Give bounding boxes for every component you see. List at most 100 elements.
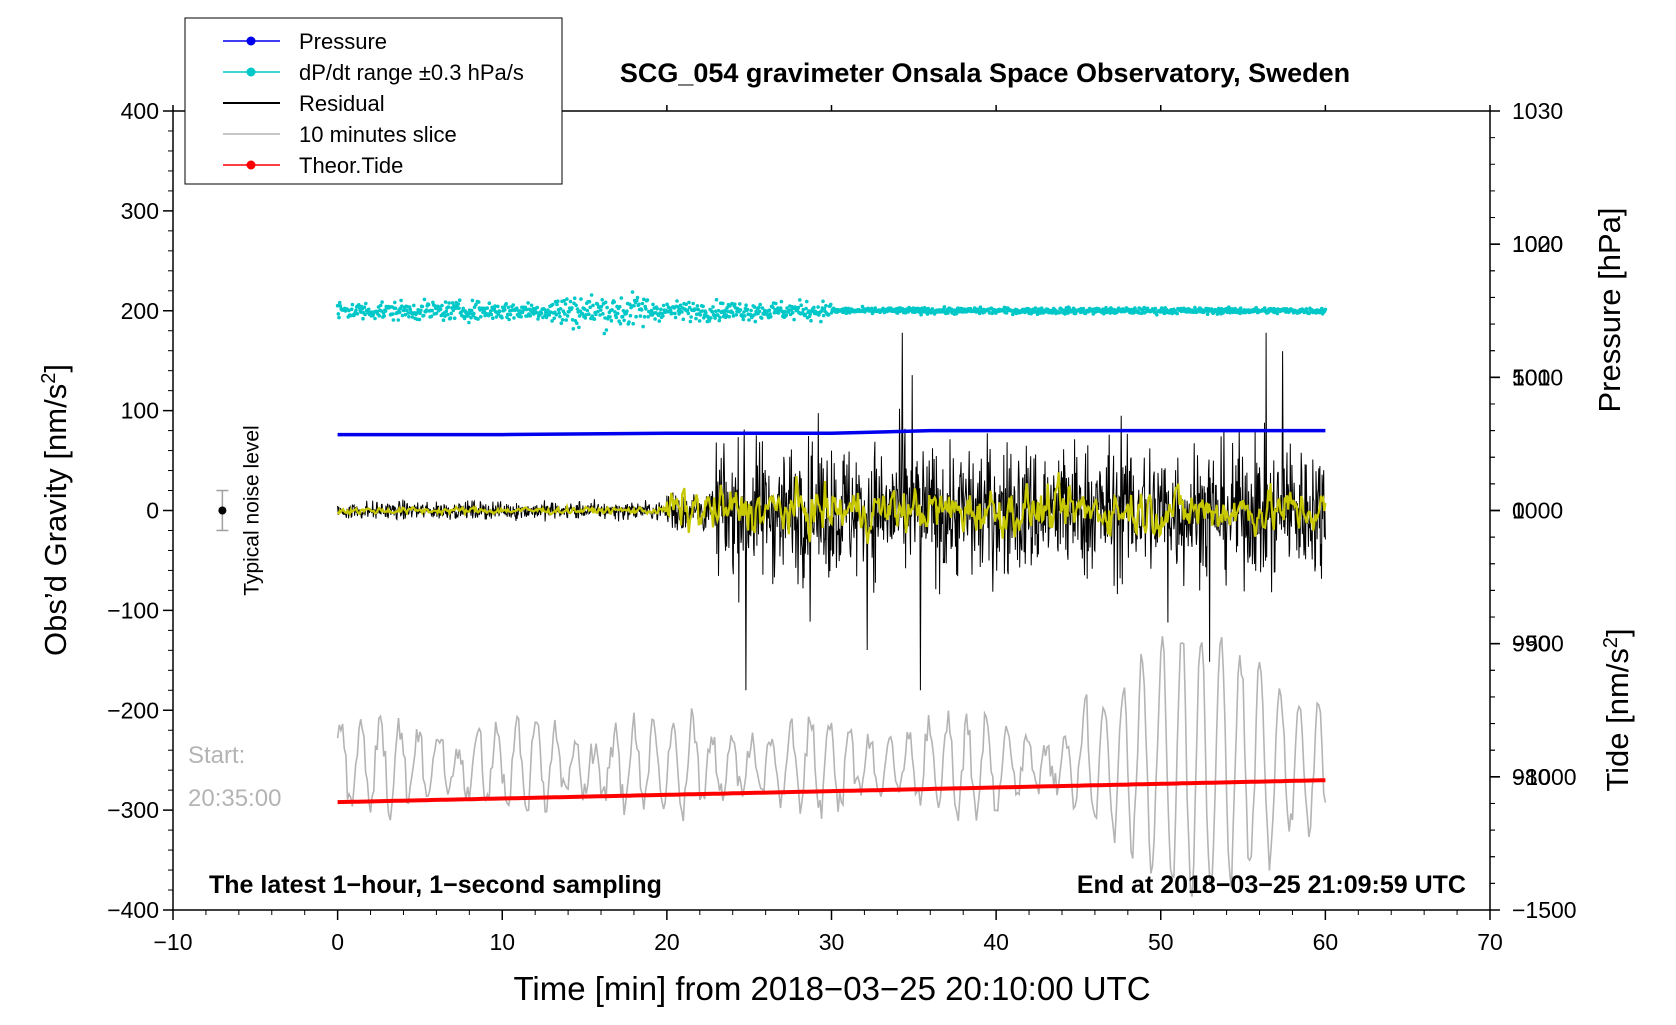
- dpdt-point: [717, 318, 722, 323]
- dpdt-point: [347, 308, 351, 313]
- dpdt-point: [585, 308, 590, 313]
- dpdt-point: [697, 319, 702, 323]
- dpdt-point: [757, 305, 761, 310]
- dpdt-point: [479, 315, 483, 319]
- dpdt-point: [391, 318, 396, 322]
- dpdt-point: [774, 301, 778, 306]
- dpdt-point: [799, 303, 803, 308]
- dpdt-point: [336, 312, 341, 316]
- dpdt-point: [631, 321, 635, 326]
- dpdt-point: [603, 300, 608, 305]
- dpdt-point: [393, 306, 398, 311]
- dpdt-point: [403, 312, 408, 317]
- dpdt-point: [638, 314, 643, 318]
- dpdt-point: [568, 299, 573, 304]
- y-left-tick-label: −400: [107, 897, 159, 923]
- legend-label: Residual: [299, 91, 385, 116]
- dpdt-point: [733, 302, 737, 307]
- dpdt-point: [819, 309, 824, 313]
- y-pressure-tick-label: 980: [1512, 764, 1550, 790]
- dpdt-point: [565, 297, 569, 301]
- dpdt-point: [803, 312, 808, 317]
- dpdt-point: [641, 324, 645, 329]
- dpdt-point: [580, 311, 585, 316]
- dpdt-point: [710, 309, 715, 314]
- dpdt-point: [919, 312, 923, 317]
- dpdt-point: [556, 299, 560, 304]
- pressure-series-line: [337, 428, 1326, 437]
- dpdt-point: [752, 313, 756, 317]
- dpdt-point: [796, 305, 801, 310]
- dpdt-point: [691, 301, 695, 306]
- dpdt-point: [361, 316, 365, 321]
- dpdt-point: [500, 315, 504, 320]
- dpdt-point: [721, 301, 725, 306]
- dpdt-point: [731, 314, 736, 318]
- dpdt-point: [642, 297, 646, 302]
- dpdt-point: [603, 316, 607, 320]
- dpdt-point: [472, 311, 476, 316]
- x-tick-label: 20: [654, 929, 680, 955]
- dpdt-point: [563, 312, 567, 316]
- dpdt-point: [583, 316, 588, 320]
- dpdt-point: [745, 307, 750, 312]
- dpdt-point: [635, 298, 639, 303]
- dpdt-point: [661, 303, 666, 308]
- dpdt-point: [362, 305, 367, 310]
- dpdt-point: [555, 302, 559, 307]
- dpdt-point: [448, 316, 453, 320]
- dpdt-point: [685, 308, 690, 313]
- dpdt-point: [440, 303, 444, 308]
- dpdt-point: [596, 309, 600, 314]
- dpdt-point: [819, 319, 823, 324]
- dpdt-point: [449, 311, 454, 316]
- dpdt-point: [491, 316, 495, 321]
- end-time-note: End at 2018−03−25 21:09:59 UTC: [1077, 871, 1466, 899]
- dpdt-point: [716, 308, 721, 313]
- dpdt-point: [642, 315, 647, 319]
- dpdt-point: [380, 300, 384, 304]
- dpdt-point: [776, 311, 781, 315]
- legend-label: Pressure: [299, 29, 387, 54]
- dpdt-point: [790, 310, 795, 315]
- dpdt-point: [613, 310, 617, 314]
- dpdt-point: [779, 299, 784, 304]
- dpdt-point: [507, 317, 511, 322]
- dpdt-point: [567, 310, 571, 314]
- dpdt-point: [634, 314, 638, 319]
- dpdt-point: [373, 316, 377, 321]
- dpdt-point: [651, 302, 655, 307]
- x-tick-label: 40: [983, 929, 1009, 955]
- dpdt-point: [506, 305, 511, 310]
- dpdt-point: [725, 306, 729, 310]
- dpdt-point: [539, 311, 544, 315]
- dpdt-point: [752, 305, 757, 309]
- dpdt-point: [359, 310, 363, 314]
- dpdt-point: [639, 308, 644, 312]
- axes-layer: −10 0 10 20 30 40 50 60 704003002001000−100−200−…: [107, 98, 1576, 955]
- dpdt-point: [422, 297, 427, 302]
- dpdt-point: [492, 307, 497, 311]
- dpdt-point: [759, 316, 764, 320]
- legend-marker: [246, 36, 256, 46]
- dpdt-point: [469, 308, 474, 313]
- dpdt-point: [1227, 306, 1232, 311]
- dpdt-point: [637, 302, 641, 307]
- dpdt-point: [519, 314, 523, 319]
- legend-items: Pressure dP/dt range ±0.3 hPa/s Residual 10…: [223, 29, 524, 178]
- dpdt-point: [702, 316, 706, 320]
- y-left-tick-label: 300: [121, 198, 159, 224]
- dpdt-point: [655, 306, 659, 311]
- dpdt-point: [1035, 312, 1040, 317]
- dpdt-point: [610, 308, 614, 312]
- dpdt-point: [565, 314, 570, 318]
- dpdt-point: [821, 313, 826, 318]
- dpdt-point: [511, 303, 516, 307]
- y-left-tick-label: −300: [107, 797, 159, 823]
- dpdt-point: [594, 312, 598, 317]
- dpdt-point: [713, 316, 717, 320]
- dpdt-point: [709, 316, 713, 320]
- dpdt-point: [618, 321, 623, 326]
- dpdt-point: [505, 315, 509, 320]
